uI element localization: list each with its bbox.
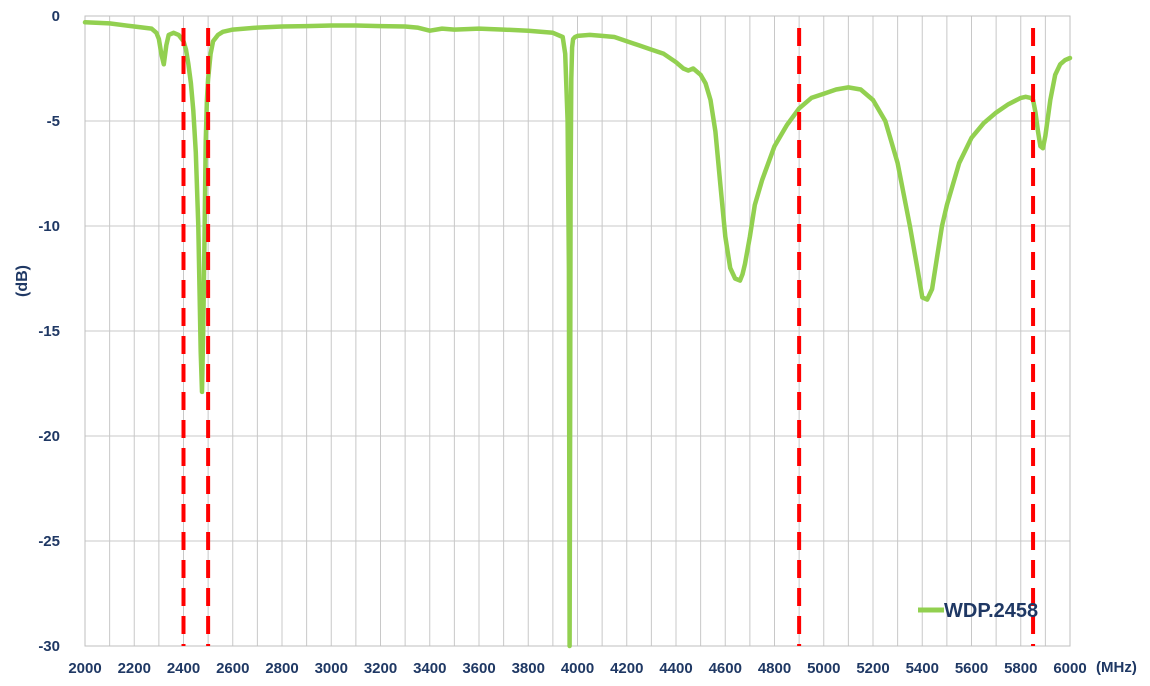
plot-border bbox=[84, 15, 1071, 647]
x-tick-label: 5200 bbox=[856, 660, 889, 677]
legend: WDP.2458 bbox=[918, 600, 1038, 622]
series-line-wdp2458 bbox=[82, 20, 1073, 649]
grid-lines bbox=[84, 15, 1071, 647]
y-axis-title: (dB) bbox=[14, 265, 31, 297]
y-axis-tick-labels: 0 -5 -10 -15 -20 -25 -30 bbox=[38, 8, 60, 655]
x-axis-title: (MHz) bbox=[1096, 659, 1137, 676]
x-tick-label: 3800 bbox=[512, 660, 545, 677]
x-tick-label: 4200 bbox=[610, 660, 643, 677]
x-tick-label: 4800 bbox=[758, 660, 791, 677]
x-tick-label: 5600 bbox=[955, 660, 988, 677]
y-tick-label: 0 bbox=[52, 8, 60, 25]
legend-label: WDP.2458 bbox=[944, 600, 1038, 622]
x-tick-label: 3600 bbox=[462, 660, 495, 677]
y-tick-label: -25 bbox=[38, 533, 60, 550]
y-tick-label: -5 bbox=[47, 113, 60, 130]
x-tick-label: 2400 bbox=[167, 660, 200, 677]
x-tick-label: 5400 bbox=[906, 660, 939, 677]
x-tick-label: 3000 bbox=[315, 660, 348, 677]
x-tick-label: 5000 bbox=[807, 660, 840, 677]
x-tick-label: 4400 bbox=[659, 660, 692, 677]
x-tick-label: 3400 bbox=[413, 660, 446, 677]
reference-lines bbox=[181, 28, 1036, 646]
y-tick-label: -15 bbox=[38, 323, 60, 340]
x-tick-label: 4000 bbox=[561, 660, 594, 677]
y-tick-label: -20 bbox=[38, 428, 60, 445]
x-tick-label: 2800 bbox=[265, 660, 298, 677]
x-axis-tick-labels: 2000 2200 2400 2600 2800 3000 3200 3400 3600 3800… bbox=[68, 660, 1086, 677]
x-tick-label: 3200 bbox=[364, 660, 397, 677]
x-tick-label: 2000 bbox=[68, 660, 101, 677]
x-tick-label: 2200 bbox=[118, 660, 151, 677]
x-tick-label: 4600 bbox=[709, 660, 742, 677]
y-tick-label: -30 bbox=[38, 638, 60, 655]
y-tick-label: -10 bbox=[38, 218, 60, 235]
x-tick-label: 6000 bbox=[1053, 660, 1086, 677]
x-tick-label: 5800 bbox=[1004, 660, 1037, 677]
x-tick-label: 2600 bbox=[216, 660, 249, 677]
